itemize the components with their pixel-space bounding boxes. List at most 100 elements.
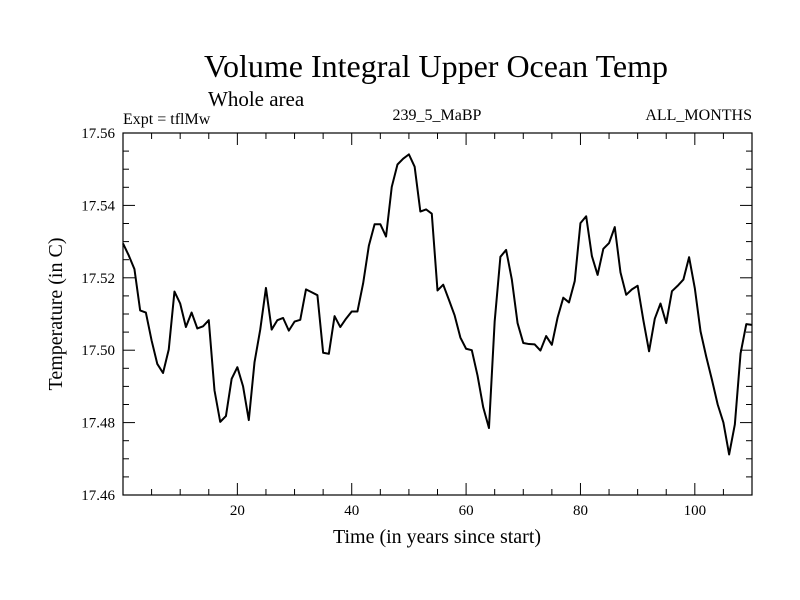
data-point [316,294,318,296]
x-tick-label: 20 [230,503,245,519]
y-tick-labels: 17.46 17.48 17.50 17.52 17.54 17.56 [81,126,115,504]
x-tick-labels: 20 40 60 80 100 [230,503,706,519]
data-point [465,348,467,350]
data-point [488,427,490,429]
months-label: ALL_MONTHS [645,107,752,124]
data-point [648,350,650,352]
data-point [231,378,233,380]
data-point [745,323,747,325]
data-point [459,337,461,339]
expt-label: Expt = tflMw [123,111,211,128]
data-point [437,289,439,291]
y-tick-label: 17.48 [81,416,115,432]
data-point [482,406,484,408]
data-point [282,317,284,319]
data-point [694,287,696,289]
data-point [328,353,330,355]
data-point [522,342,524,344]
data-point [477,375,479,377]
data-point [671,290,673,292]
x-tick-label: 100 [684,503,707,519]
data-point [402,158,404,160]
data-point [162,372,164,374]
data-point [557,317,559,319]
data-point [356,310,358,312]
data-point [597,274,599,276]
data-point [334,315,336,317]
data-point [591,255,593,257]
data-point [722,422,724,424]
y-tick-label: 17.46 [81,488,115,504]
run-label: 239_5_MaBP [393,107,482,124]
data-point [585,215,587,217]
data-point [208,319,210,321]
axis-ticks [123,132,752,496]
data-point [688,256,690,258]
data-point [545,335,547,337]
data-point [385,236,387,238]
data-point [362,282,364,284]
data-point [728,453,730,455]
data-point [574,280,576,282]
data-point [225,415,227,417]
data-point [219,421,221,423]
data-point [660,303,662,305]
data-point [751,324,753,326]
data-point [642,319,644,321]
data-point [294,321,296,323]
data-point [568,301,570,303]
x-tick-label: 60 [459,503,474,519]
data-point [145,312,147,314]
data-point [173,291,175,293]
data-point [700,330,702,332]
data-point [305,288,307,290]
data-point [637,285,639,287]
data-point [185,326,187,328]
chart-title: Volume Integral Upper Ocean Temp [204,48,668,84]
data-point [511,279,513,281]
data-point [505,249,507,251]
data-point [288,330,290,332]
data-point [368,245,370,247]
data-point [654,318,656,320]
data-point [311,291,313,293]
data-point [499,256,501,258]
data-point [614,226,616,228]
data-point [528,343,530,345]
y-tick-label: 17.54 [81,198,115,214]
data-point [151,339,153,341]
data-point [539,350,541,352]
x-axis-label: Time (in years since start) [333,526,541,548]
data-point [322,352,324,354]
data-point [414,166,416,168]
data-point [608,242,610,244]
y-axis-label: Temperature (in C) [45,238,67,391]
data-point [242,385,244,387]
data-point [408,153,410,155]
data-point [202,325,204,327]
data-point [139,309,141,311]
data-point [631,288,633,290]
data-point [259,329,261,331]
data-point [339,326,341,328]
data-point [345,318,347,320]
data-point [734,423,736,425]
data-point [517,322,519,324]
data-point [122,242,124,244]
data-point [128,254,130,256]
data-point [431,213,433,215]
chart-subtitle: Whole area [208,87,305,111]
y-tick-label: 17.56 [81,126,115,142]
data-point [551,344,553,346]
data-point [254,361,256,363]
data-point [717,404,719,406]
data-point [265,287,267,289]
y-tick-label: 17.52 [81,271,115,287]
data-point [276,319,278,321]
data-point [351,310,353,312]
series-points [122,153,753,455]
data-point [374,223,376,225]
data-point [213,389,215,391]
data-point [625,294,627,296]
